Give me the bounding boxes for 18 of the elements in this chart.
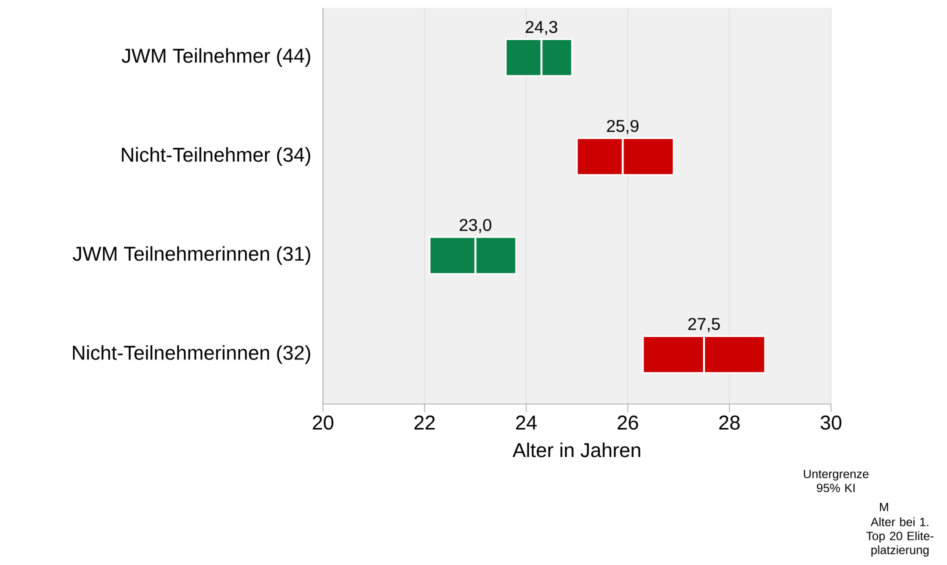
y-tick-label: JWM Teilnehmer (44): [122, 48, 310, 67]
x-tick-label: 24: [516, 416, 537, 430]
text: M: [880, 502, 888, 512]
y-tick-label: Nicht-Teilnehmer (34): [122, 147, 310, 166]
annotation: 24,3: [526, 20, 558, 36]
x-tick-label: 26: [618, 416, 638, 430]
x-tick-label: 28: [719, 416, 740, 430]
x-tick-label: 20: [312, 416, 334, 430]
text: Untergrenze 95% KI: [804, 470, 868, 492]
annotation: 27,5: [688, 318, 720, 332]
y-tick-label: JWM Teilnehmerinnen (31): [72, 246, 310, 265]
y-tick-label: Nicht-Teilnehmerinnen (32): [73, 345, 310, 364]
x-axis-title: Alter in Jahren: [512, 442, 640, 458]
annotation: 23,0: [460, 218, 492, 234]
x-tick-label: 22: [414, 416, 435, 430]
text: Alter bei 1. Top 20 Elite-platzierung: [866, 517, 934, 557]
annotation: 25,9: [607, 120, 638, 134]
x-tick-label: 30: [820, 416, 842, 430]
